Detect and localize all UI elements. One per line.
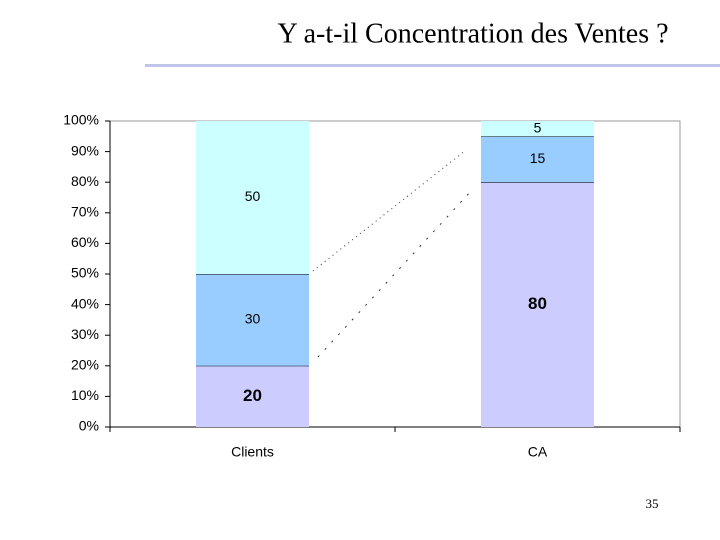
y-tick-label: 70% [71,204,99,220]
page-number: 35 [646,496,659,511]
bar-segment [481,136,594,183]
value-label: 80 [528,294,547,313]
y-tick-label: 10% [71,387,99,403]
bar-segment [481,121,594,137]
y-tick-label: 80% [71,173,99,189]
y-tick-label: 50% [71,265,99,281]
y-tick-label: 20% [71,357,99,373]
x-tick-label: Clients [231,444,274,460]
y-tick-label: 60% [71,234,99,250]
value-label: 15 [530,150,546,166]
bar-segment [196,121,309,274]
title-underline [145,64,720,67]
bar-segment [196,274,309,366]
value-label: 30 [245,311,261,327]
value-label: 5 [534,119,542,135]
y-tick-label: 30% [71,326,99,342]
y-tick-label: 40% [71,295,99,311]
y-tick-label: 90% [71,142,99,158]
slide-title: Y a-t-il Concentration des Ventes ? [277,18,668,49]
value-label: 20 [243,386,262,405]
value-label: 50 [245,188,261,204]
y-tick-label: 0% [79,418,99,434]
bar-segment [481,182,594,427]
y-tick-label: 100% [63,112,99,128]
bar-segment [196,365,309,427]
x-tick-label: CA [528,444,548,460]
